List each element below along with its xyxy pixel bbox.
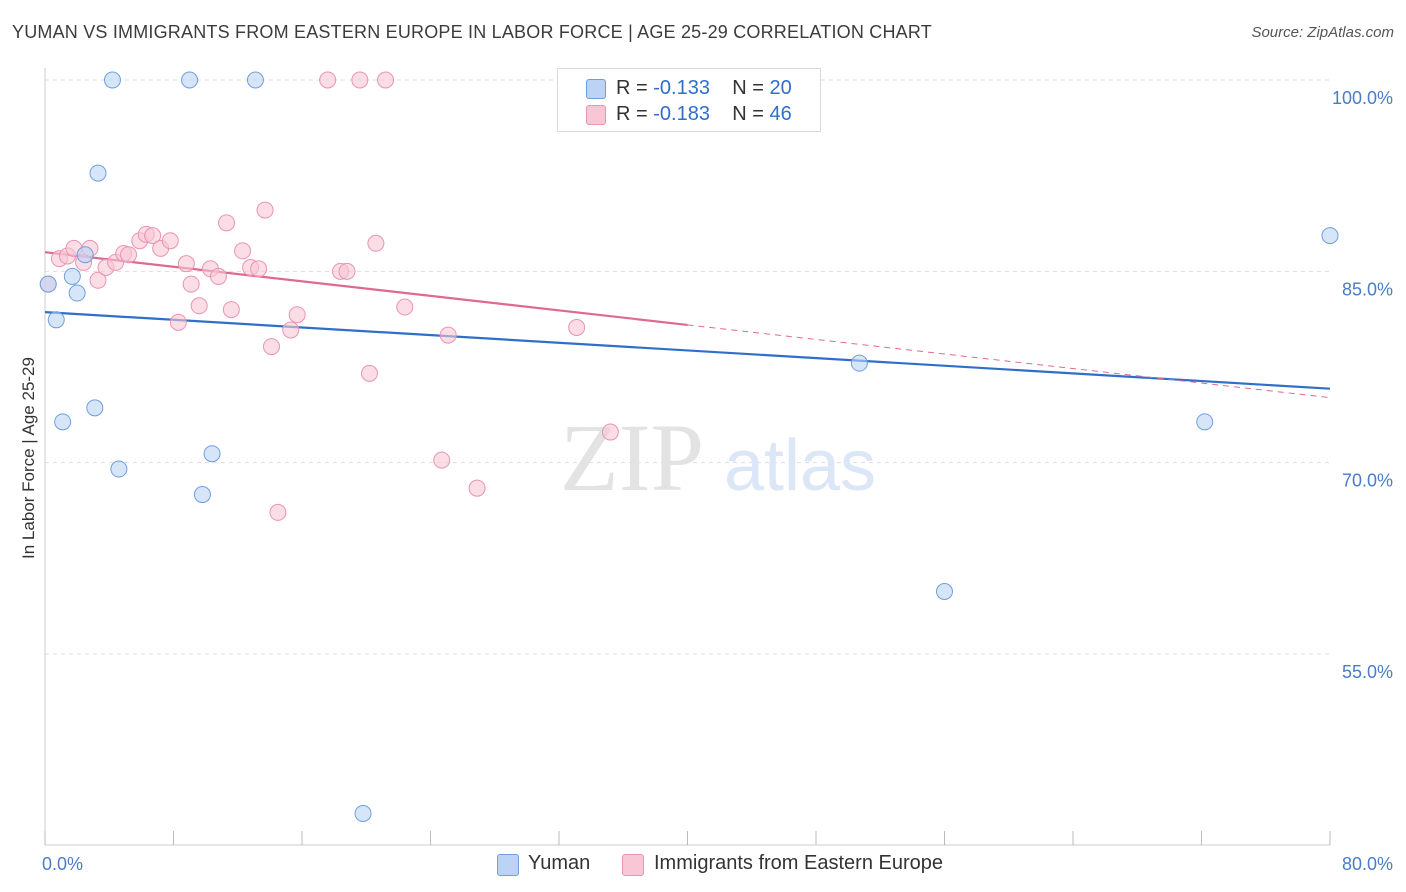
legend-r-label: R = <box>616 77 654 99</box>
immigrants-point <box>468 479 486 497</box>
legend-n-label: N = <box>732 77 770 99</box>
immigrants-point <box>89 271 107 289</box>
watermark-atlas: atlas <box>724 426 876 506</box>
legend-r-value: -0.183 <box>653 103 710 125</box>
x-tick-label: 80.0% <box>1342 854 1393 874</box>
y-tick-label: 70.0% <box>1342 471 1393 491</box>
legend-row-yuman: R = -0.133 N = 20 <box>616 77 792 100</box>
immigrants-trend-extension <box>687 324 1331 399</box>
y-tick-label: 55.0% <box>1342 662 1393 682</box>
yuman-point <box>246 71 264 89</box>
y-axis-label: In Labor Force | Age 25-29 <box>19 357 38 559</box>
yuman-swatch <box>586 79 606 99</box>
immigrants-point <box>161 232 179 250</box>
watermark: ZIP atlas <box>560 404 876 511</box>
immigrants-point <box>288 306 306 324</box>
immigrants-point <box>120 246 138 264</box>
yuman-trend-line <box>44 311 1331 390</box>
immigrants-swatch <box>586 105 606 125</box>
yuman-point <box>850 354 868 372</box>
immigrants-point <box>282 321 300 339</box>
correlation-legend: R = -0.133 N = 20 R = -0.183 N = 46 <box>557 68 821 132</box>
immigrants-trend-line <box>44 251 688 326</box>
x-tick-label: 0.0% <box>42 854 83 874</box>
legend-n-label: N = <box>732 103 770 125</box>
yuman-point <box>54 413 72 431</box>
y-tick-label: 100.0% <box>1332 88 1393 108</box>
yuman-point <box>89 164 107 182</box>
yuman-point <box>181 71 199 89</box>
legend-r-label: R = <box>616 103 654 125</box>
yuman-point <box>86 399 104 417</box>
bottom-legend-immigrants: Immigrants from Eastern Europe <box>654 852 943 874</box>
yuman-point <box>47 311 65 329</box>
immigrants-point <box>319 71 337 89</box>
yuman-point <box>203 445 221 463</box>
legend-r-value: -0.133 <box>653 77 710 99</box>
legend-row-immigrants: R = -0.183 N = 46 <box>616 103 792 126</box>
y-tick-label: 85.0% <box>1342 279 1393 299</box>
immigrants-point <box>190 297 208 315</box>
immigrants-point <box>234 242 252 260</box>
trend-lines <box>44 251 1331 399</box>
yuman-point <box>936 582 953 600</box>
watermark-zip: ZIP <box>560 404 704 511</box>
immigrants-point <box>144 227 162 245</box>
immigrants-point <box>182 275 200 293</box>
immigrants-point <box>222 301 240 319</box>
yuman-point <box>1196 413 1214 431</box>
immigrants-point <box>169 313 187 331</box>
yuman-point <box>39 275 57 293</box>
bottom-legend-immigrants-swatch <box>622 854 644 876</box>
immigrants-point <box>377 71 395 89</box>
immigrants-point <box>269 503 287 521</box>
immigrants-point <box>360 364 378 382</box>
axes <box>44 68 1331 846</box>
immigrants-point <box>177 255 195 273</box>
bottom-legend-yuman-swatch <box>497 854 519 876</box>
legend-n-value: 46 <box>769 103 792 125</box>
immigrants-point <box>338 262 356 280</box>
yuman-point <box>1321 227 1339 245</box>
immigrants-point <box>396 298 414 316</box>
immigrants-point <box>433 451 451 469</box>
yuman-point <box>68 284 86 302</box>
yuman-point <box>63 267 81 285</box>
yuman-point <box>76 246 94 264</box>
immigrants-point <box>351 71 369 89</box>
tick-labels: 100.0% 85.0% 70.0% 55.0% 0.0% 80.0% <box>42 88 1393 874</box>
grid-lines <box>45 79 1330 655</box>
yuman-point <box>193 486 211 504</box>
immigrants-point <box>568 318 586 336</box>
source-credit: Source: ZipAtlas.com <box>1251 24 1394 41</box>
immigrants-point <box>262 338 280 356</box>
immigrants-point <box>218 214 236 232</box>
immigrants-point <box>601 423 619 441</box>
immigrants-point <box>367 234 385 252</box>
chart-title: YUMAN VS IMMIGRANTS FROM EASTERN EUROPE … <box>12 22 932 42</box>
yuman-point <box>110 460 128 478</box>
legend-n-value: 20 <box>769 77 792 99</box>
immigrants-point <box>209 267 227 285</box>
bottom-legend-yuman: Yuman <box>528 852 591 874</box>
yuman-point <box>354 804 372 822</box>
immigrants-point <box>250 260 268 278</box>
immigrants-point <box>256 201 274 219</box>
immigrants-point <box>439 326 457 344</box>
yuman-point <box>103 71 121 89</box>
